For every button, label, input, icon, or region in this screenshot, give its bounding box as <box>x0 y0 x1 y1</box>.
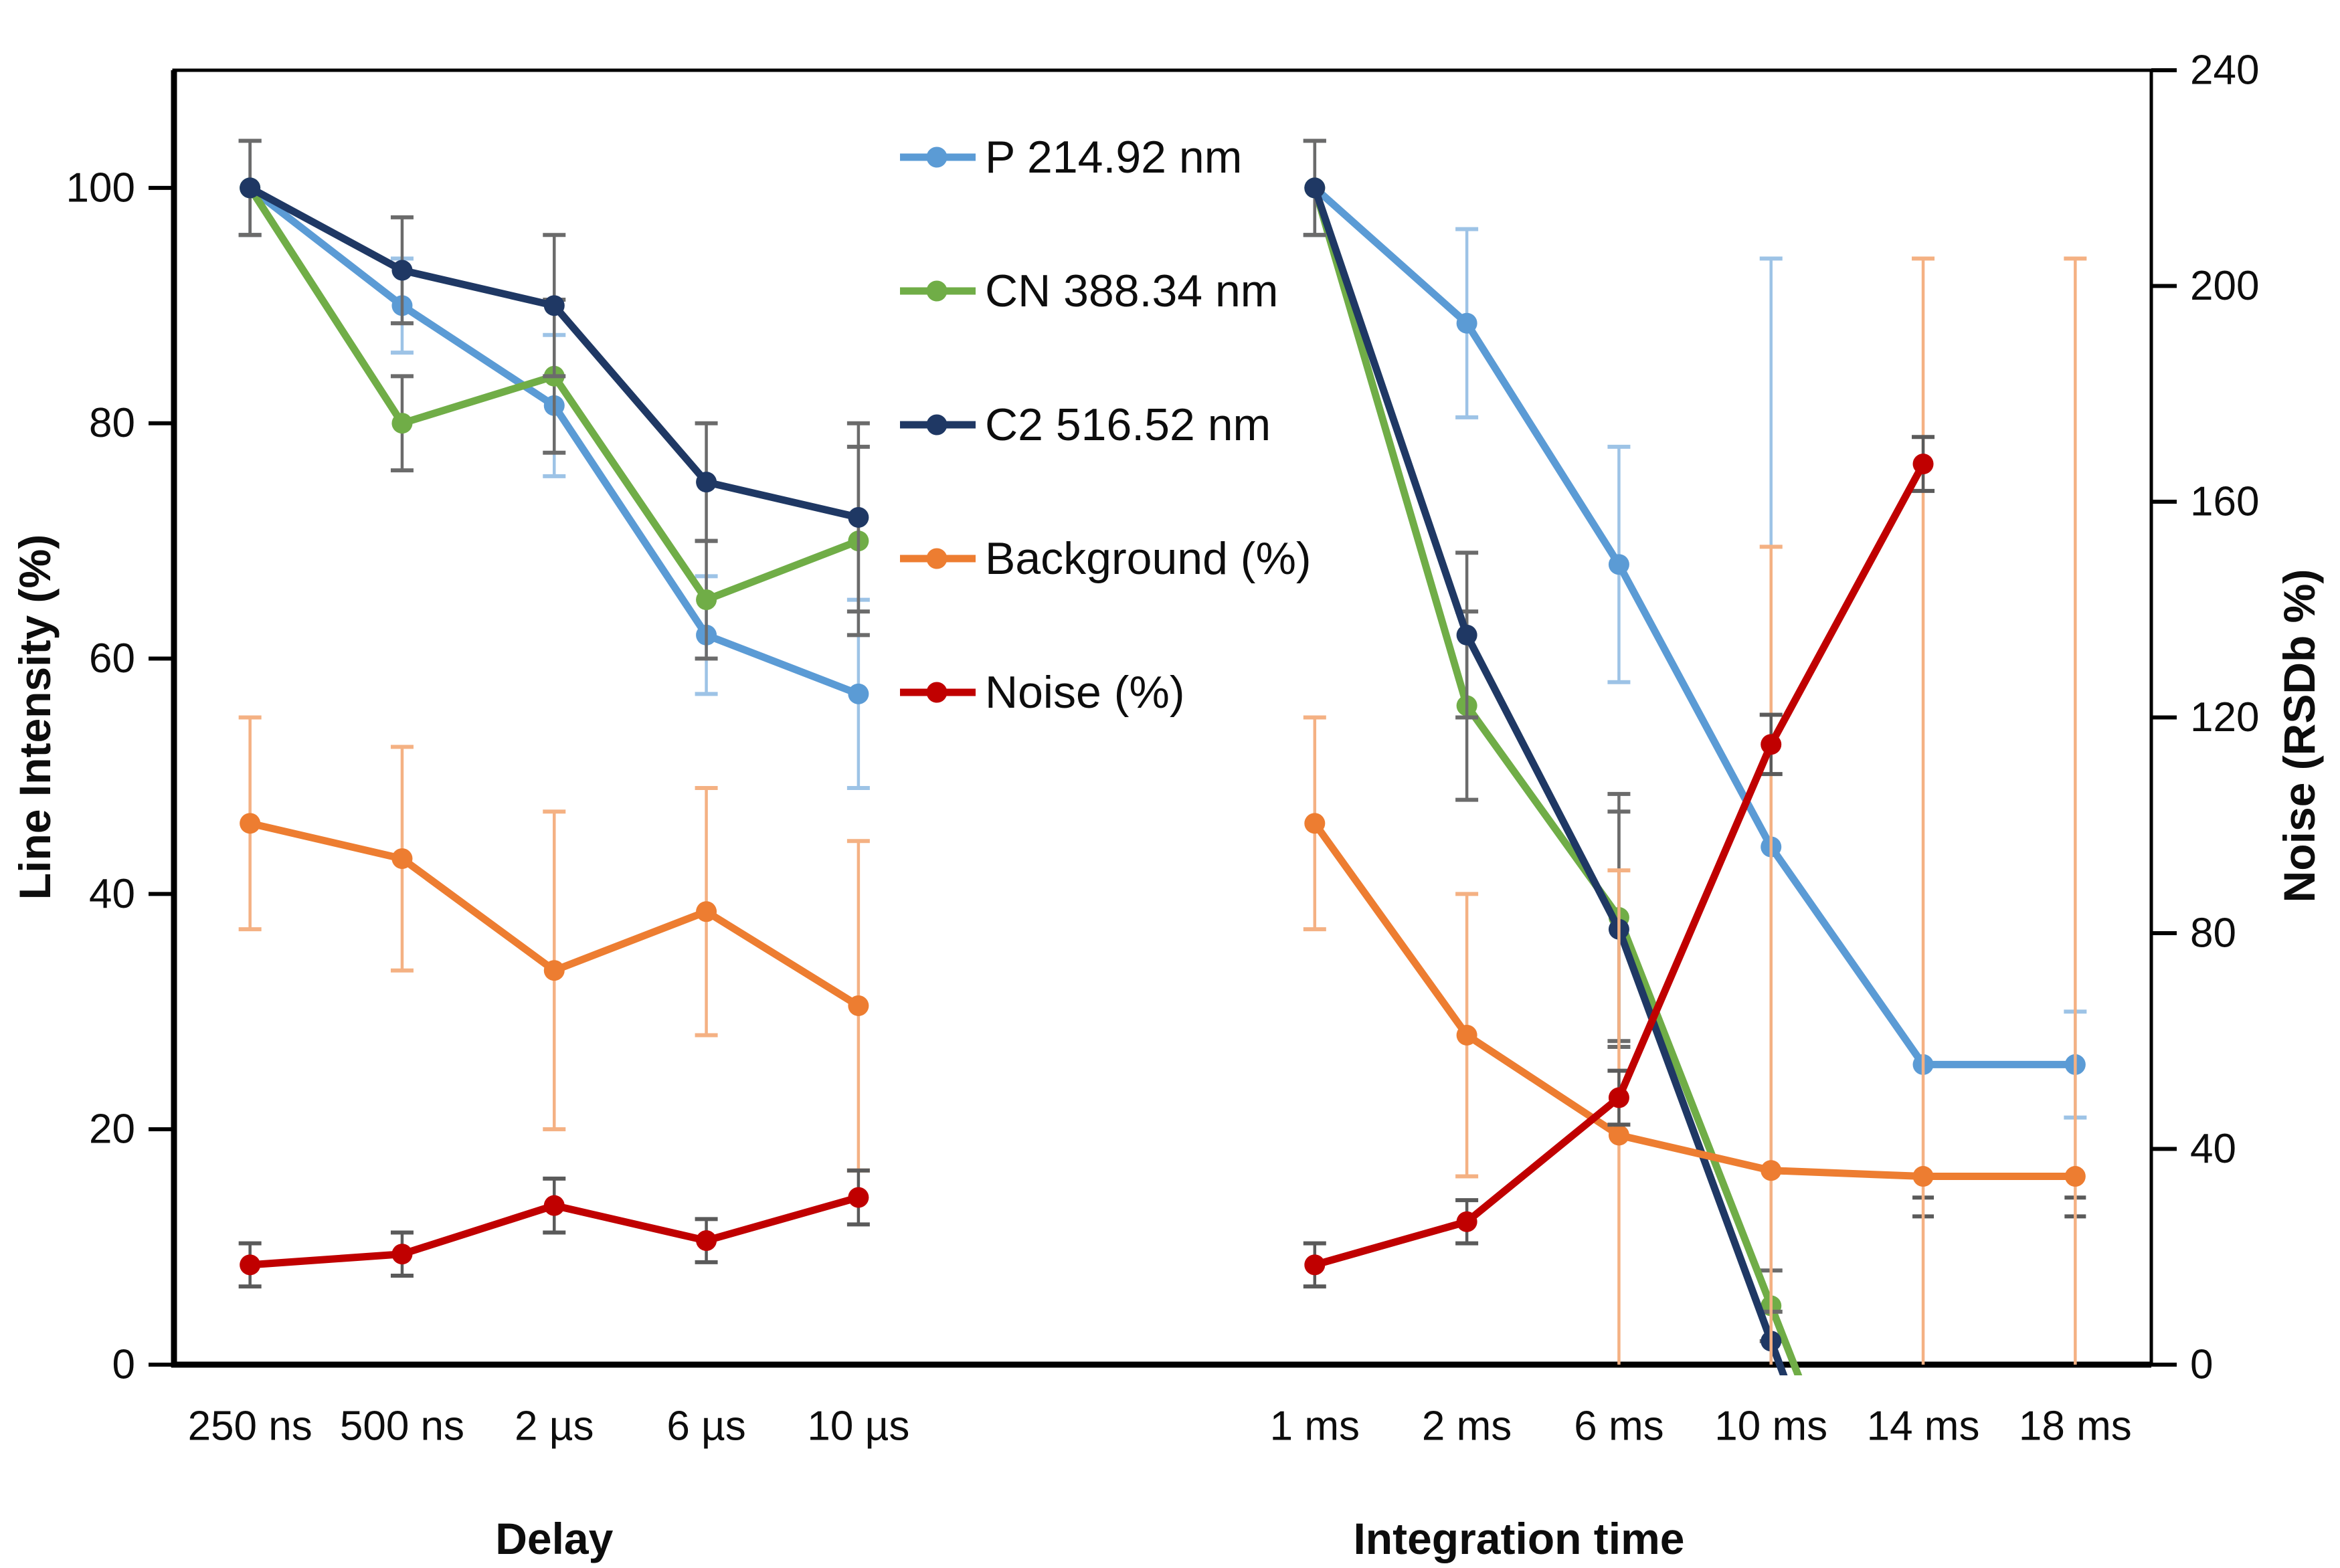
y-axis-right-tick-label: 120 <box>2190 694 2259 741</box>
data-point-noise <box>696 1230 717 1252</box>
legend-marker-dot <box>926 548 948 569</box>
y-axis-right-tick-label: 240 <box>2190 47 2259 94</box>
series-noise <box>238 435 1935 1289</box>
data-point-background <box>1456 1024 1477 1046</box>
x-axis-title-delay: Delay <box>495 1514 613 1563</box>
legend-marker-dot <box>926 682 948 703</box>
legend-marker-dot <box>926 414 948 435</box>
data-point-c2-516-52-nm <box>543 295 565 316</box>
data-point-background <box>240 813 261 834</box>
data-point-background <box>1608 1124 1629 1146</box>
series-line-background <box>1311 819 2079 1181</box>
series-p-214-92-nm <box>238 138 2087 1365</box>
x-tick-label-18-ms: 18 ms <box>2019 1403 2132 1450</box>
data-point-noise <box>1608 1087 1629 1108</box>
y-axis-left-tick-label: 80 <box>89 400 135 446</box>
legend-item-background: Background (%) <box>900 533 1312 584</box>
data-point-cn-388-34-nm <box>391 413 413 434</box>
legend-label-c2-516-52-nm: C2 516.52 nm <box>985 399 1271 450</box>
legend-item-c2-516-52-nm: C2 516.52 nm <box>900 399 1271 450</box>
legend-label-p-214-92-nm: P 214.92 nm <box>985 132 1242 183</box>
x-axis-title-integration-time: Integration time <box>1353 1514 1684 1563</box>
series-cn-388-34-nm <box>238 138 1803 1375</box>
data-point-background <box>1304 813 1326 834</box>
legend-label-noise: Noise (%) <box>985 667 1185 718</box>
series-background <box>238 256 2087 1365</box>
data-point-noise <box>1304 1254 1326 1276</box>
x-tick-label-14-ms: 14 ms <box>1867 1403 1980 1450</box>
data-point-c2-516-52-nm <box>696 472 717 493</box>
series-c2-516-52-nm <box>238 138 1788 1375</box>
data-point-c2-516-52-nm <box>1304 177 1326 199</box>
data-point-background <box>543 960 565 981</box>
data-point-background <box>391 848 413 870</box>
y-axis-right-tick-label: 80 <box>2190 910 2236 957</box>
data-point-cn-388-34-nm <box>696 589 717 611</box>
data-point-background <box>848 995 869 1016</box>
legend-label-background: Background (%) <box>985 533 1312 584</box>
data-point-noise <box>1912 454 1934 475</box>
data-point-background <box>1912 1166 1934 1187</box>
x-tick-label-6-ms: 6 ms <box>1574 1403 1663 1450</box>
y-axis-right-tick-label: 40 <box>2190 1126 2236 1172</box>
data-point-noise <box>240 1254 261 1276</box>
data-point-p-214-92-nm <box>1608 554 1629 575</box>
legend-marker-dot <box>926 146 948 168</box>
x-tick-label-6-s: 6 µs <box>666 1403 745 1450</box>
x-tick-label-2-ms: 2 ms <box>1422 1403 1512 1450</box>
legend-marker-dot <box>926 280 948 302</box>
x-tick-label-10-ms: 10 ms <box>1714 1403 1827 1450</box>
y-axis-left-tick-label: 20 <box>89 1106 135 1153</box>
data-point-c2-516-52-nm <box>240 177 261 199</box>
data-point-noise <box>1761 734 1782 755</box>
data-point-c2-516-52-nm <box>848 506 869 528</box>
y-axis-right-tick-label: 0 <box>2190 1342 2213 1388</box>
legend-item-p-214-92-nm: P 214.92 nm <box>900 132 1242 183</box>
x-tick-label-500-ns: 500 ns <box>340 1403 464 1450</box>
data-point-background <box>1761 1160 1782 1181</box>
x-tick-label-10-s: 10 µs <box>807 1403 909 1450</box>
y-axis-left-tick-label: 40 <box>89 871 135 917</box>
y-axis-left-tick-label: 0 <box>112 1342 135 1388</box>
x-tick-label-2-s: 2 µs <box>515 1403 594 1450</box>
data-point-background <box>2064 1166 2086 1187</box>
data-point-c2-516-52-nm <box>391 260 413 281</box>
y-axis-right-tick-label: 160 <box>2190 479 2259 525</box>
x-tick-label-250-ns: 250 ns <box>188 1403 312 1450</box>
data-point-noise <box>1456 1211 1477 1232</box>
data-point-noise <box>848 1187 869 1208</box>
y-axis-right-title: Noise (RSDb %) <box>2274 569 2324 903</box>
data-point-background <box>696 901 717 922</box>
data-point-c2-516-52-nm <box>1456 624 1477 646</box>
legend-item-noise: Noise (%) <box>900 667 1185 718</box>
data-point-p-214-92-nm <box>1456 312 1477 334</box>
y-axis-right-tick-label: 200 <box>2190 263 2259 309</box>
data-point-noise <box>543 1195 565 1216</box>
legend: P 214.92 nm CN 388.34 nm C2 516.52 nm Backg… <box>900 132 1312 718</box>
data-point-noise <box>391 1244 413 1265</box>
y-axis-left-tick-label: 100 <box>66 165 135 211</box>
legend-item-cn-388-34-nm: CN 388.34 nm <box>900 266 1278 316</box>
x-tick-label-1-ms: 1 ms <box>1270 1403 1360 1450</box>
y-axis-left-tick-label: 60 <box>89 635 135 682</box>
y-axis-left-title: Line Intensity (%) <box>10 534 60 900</box>
data-point-p-214-92-nm <box>848 683 869 704</box>
series-line-p-214-92-nm <box>1311 184 2079 1068</box>
legend-label-cn-388-34-nm: CN 388.34 nm <box>985 266 1278 316</box>
